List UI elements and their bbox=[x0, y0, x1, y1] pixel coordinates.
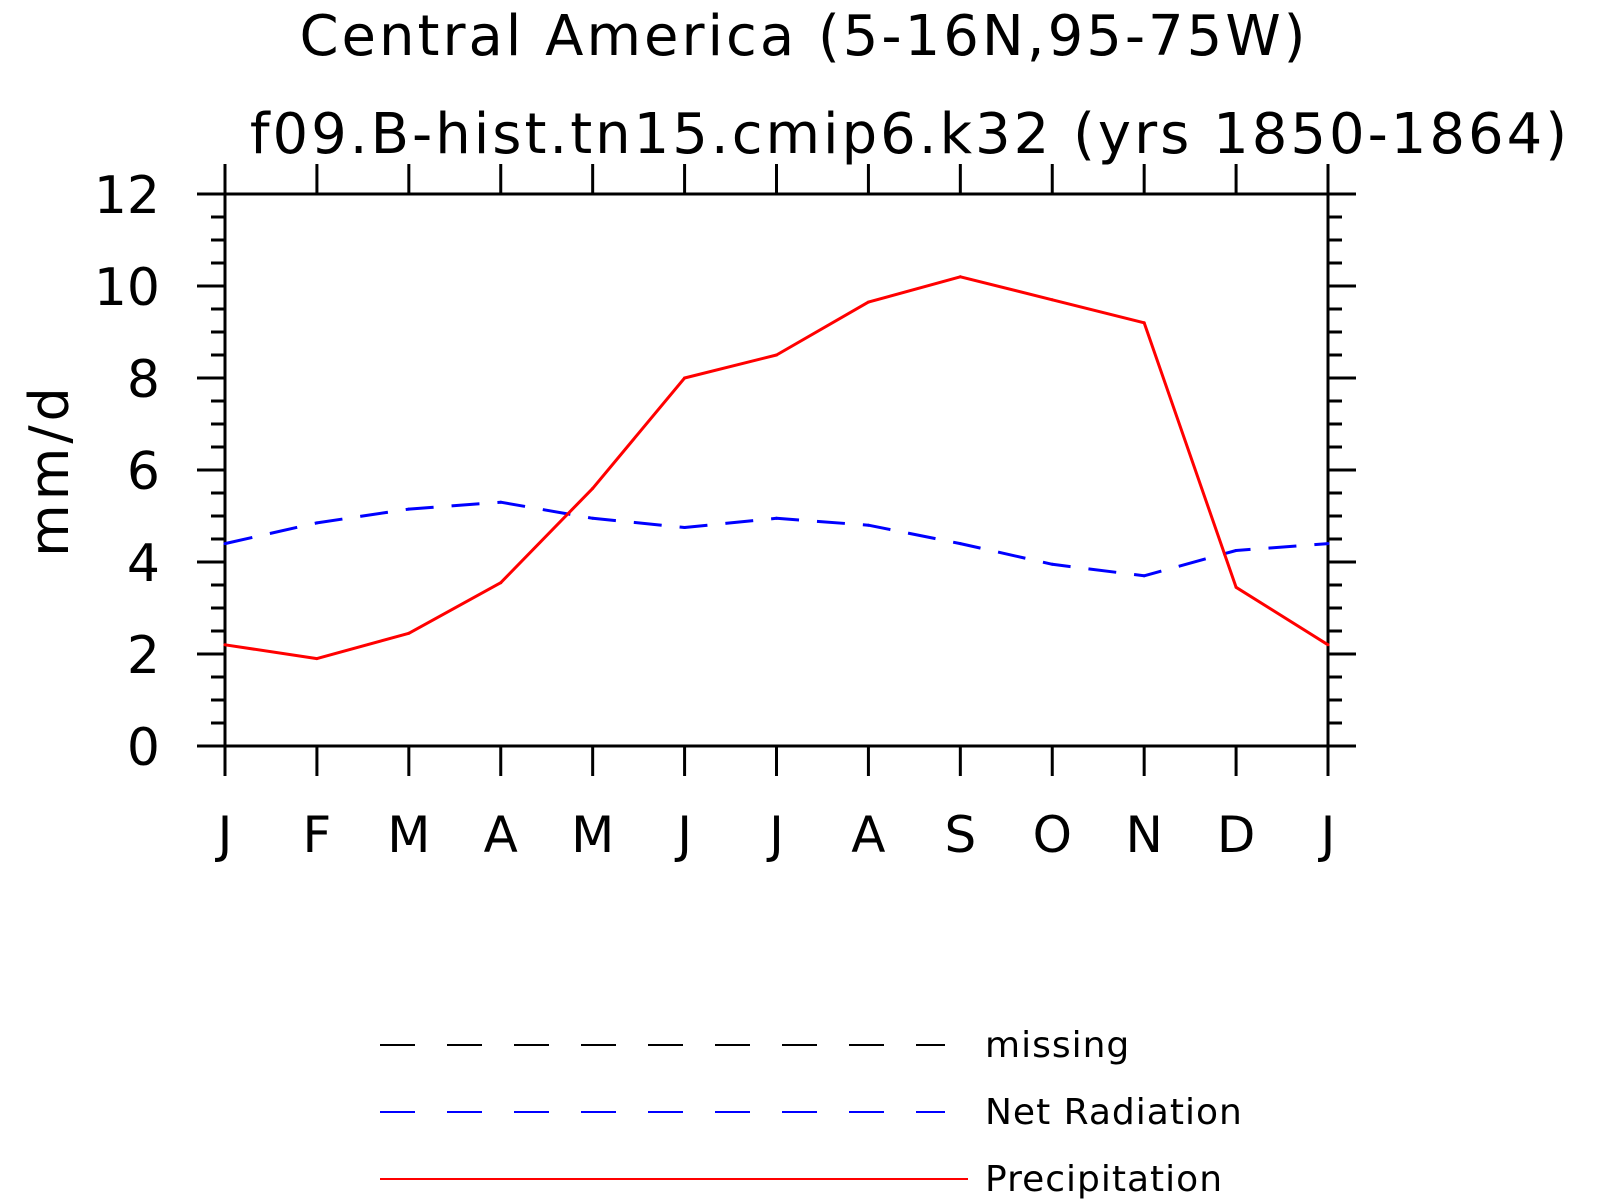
legend-label-missing: missing bbox=[985, 1025, 1130, 1066]
data-point-net-radiation bbox=[1142, 574, 1146, 578]
x-tick-label: N bbox=[1125, 806, 1162, 864]
data-point-net-radiation bbox=[958, 542, 962, 546]
x-tick-label: O bbox=[1033, 806, 1072, 864]
data-point-precipitation bbox=[866, 300, 870, 304]
data-point-precipitation bbox=[683, 376, 687, 380]
data-point-net-radiation bbox=[407, 507, 411, 511]
data-point-net-radiation bbox=[315, 521, 319, 525]
x-tick-label: D bbox=[1217, 806, 1256, 864]
data-point-precipitation bbox=[1142, 321, 1146, 325]
x-tick-label: A bbox=[484, 806, 518, 864]
y-tick-label: 10 bbox=[94, 258, 160, 318]
data-point-net-radiation bbox=[591, 516, 595, 520]
data-point-precipitation bbox=[958, 275, 962, 279]
data-point-net-radiation bbox=[683, 526, 687, 529]
data-point-net-radiation bbox=[775, 516, 778, 520]
data-point-precipitation bbox=[775, 353, 778, 357]
legend-label-precipitation: Precipitation bbox=[985, 1159, 1223, 1199]
y-axis-label: mm/d bbox=[18, 383, 81, 557]
series-line-precipitation bbox=[224, 275, 1329, 661]
data-point-precipitation bbox=[591, 486, 595, 490]
data-point-net-radiation bbox=[1234, 549, 1238, 552]
data-point-net-radiation bbox=[223, 542, 227, 546]
chart-title: Central America (5-16N,95-75W) bbox=[299, 4, 1308, 69]
data-point-net-radiation bbox=[1326, 542, 1330, 546]
x-tick-label: J bbox=[1318, 806, 1336, 864]
data-point-precipitation bbox=[223, 643, 227, 647]
x-tick-label: A bbox=[851, 806, 885, 864]
legend: missing Net Radiation Precipitation bbox=[380, 1025, 1243, 1199]
y-tick-label: 2 bbox=[127, 626, 160, 686]
x-tick-label: F bbox=[303, 806, 332, 864]
data-point-precipitation bbox=[1050, 298, 1054, 302]
data-point-net-radiation bbox=[1050, 562, 1054, 566]
data-point-precipitation bbox=[315, 657, 319, 661]
y-tick-label: 8 bbox=[127, 350, 160, 410]
x-tick-label: M bbox=[387, 806, 430, 864]
data-point-precipitation bbox=[407, 631, 411, 635]
x-tick-label: J bbox=[674, 806, 692, 864]
x-tick-label: J bbox=[766, 806, 784, 864]
plot-frame bbox=[223, 192, 1330, 748]
chart-subtitle: f09.B-hist.tn15.cmip6.k32 (yrs 1850-1864… bbox=[250, 102, 1570, 167]
data-point-precipitation bbox=[1326, 643, 1330, 647]
y-tick-label: 12 bbox=[94, 166, 160, 226]
data-point-net-radiation bbox=[866, 523, 870, 527]
legend-label-net-radiation: Net Radiation bbox=[985, 1092, 1243, 1133]
y-tick-label: 0 bbox=[127, 718, 160, 778]
x-tick-label: M bbox=[571, 806, 614, 864]
y-tick-label: 4 bbox=[127, 534, 160, 594]
series-line-net-radiation bbox=[224, 500, 1329, 578]
data-point-precipitation bbox=[1234, 585, 1238, 589]
data-point-precipitation bbox=[499, 581, 503, 585]
data-point-net-radiation bbox=[499, 500, 503, 504]
y-tick-label: 6 bbox=[127, 442, 160, 502]
x-tick-label: J bbox=[215, 806, 233, 864]
x-tick-label: S bbox=[944, 806, 976, 864]
